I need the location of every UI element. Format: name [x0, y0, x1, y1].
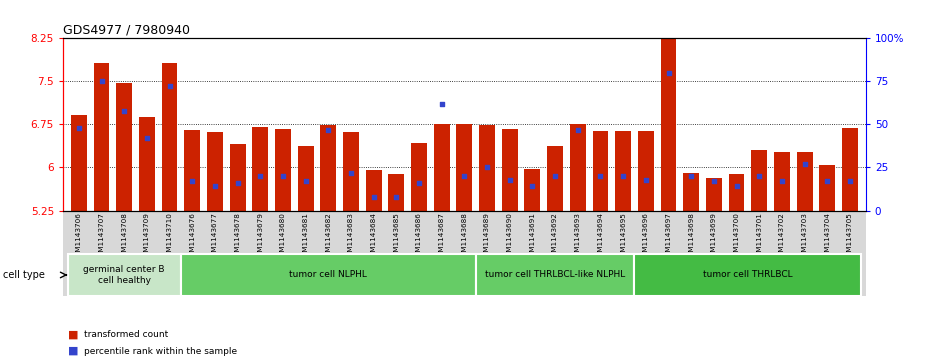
Point — [616, 173, 631, 179]
Bar — [774, 152, 790, 211]
Point — [683, 173, 698, 179]
Point — [298, 178, 313, 184]
Text: GDS4977 / 7980940: GDS4977 / 7980940 — [63, 24, 190, 37]
Bar — [139, 118, 155, 211]
Point — [820, 178, 834, 184]
Bar — [479, 126, 495, 211]
Point — [207, 183, 222, 189]
Bar — [729, 174, 745, 211]
Point — [117, 107, 131, 113]
Point — [412, 180, 427, 186]
Bar — [683, 173, 699, 211]
Point — [752, 173, 767, 179]
FancyBboxPatch shape — [181, 254, 476, 296]
Bar — [162, 63, 178, 211]
Bar — [524, 168, 541, 211]
Point — [525, 183, 540, 189]
Bar — [842, 129, 857, 211]
Bar — [569, 124, 586, 211]
Bar — [638, 131, 654, 211]
Point — [502, 176, 517, 182]
Bar — [71, 115, 87, 211]
Bar — [117, 83, 132, 211]
Bar — [706, 178, 721, 211]
Bar — [433, 124, 450, 211]
Point — [457, 173, 472, 179]
Bar — [547, 146, 563, 211]
Bar — [615, 131, 632, 211]
Bar — [207, 132, 223, 211]
Bar — [388, 174, 405, 211]
Point — [547, 173, 562, 179]
Point — [707, 178, 721, 184]
Point — [321, 127, 336, 132]
Text: cell type: cell type — [3, 270, 44, 280]
Bar — [366, 170, 382, 211]
Point — [185, 178, 200, 184]
Bar — [411, 143, 427, 211]
Text: ■: ■ — [68, 346, 78, 356]
Point — [661, 70, 676, 76]
Point — [71, 125, 86, 131]
Bar — [502, 129, 518, 211]
Bar — [275, 129, 291, 211]
Bar — [94, 63, 109, 211]
Point — [367, 194, 382, 200]
Text: transformed count: transformed count — [84, 330, 169, 339]
Text: tumor cell THRLBCL-like NLPHL: tumor cell THRLBCL-like NLPHL — [485, 270, 625, 280]
Point — [344, 170, 358, 176]
Bar — [593, 131, 608, 211]
Bar — [343, 132, 359, 211]
Bar — [796, 152, 812, 211]
Point — [253, 173, 268, 179]
Point — [570, 127, 585, 132]
Point — [162, 83, 177, 89]
Bar — [751, 150, 767, 211]
Bar — [297, 146, 314, 211]
Point — [480, 164, 494, 170]
Bar — [230, 144, 245, 211]
Text: tumor cell NLPHL: tumor cell NLPHL — [290, 270, 368, 280]
Bar — [320, 126, 336, 211]
Point — [729, 183, 744, 189]
FancyBboxPatch shape — [634, 254, 861, 296]
Point — [276, 173, 291, 179]
FancyBboxPatch shape — [476, 254, 634, 296]
Point — [231, 180, 245, 186]
Text: percentile rank within the sample: percentile rank within the sample — [84, 347, 237, 356]
Text: tumor cell THRLBCL: tumor cell THRLBCL — [703, 270, 793, 280]
Point — [593, 173, 607, 179]
Point — [774, 178, 789, 184]
Bar — [457, 124, 472, 211]
Bar — [660, 17, 676, 211]
Text: germinal center B
cell healthy: germinal center B cell healthy — [83, 265, 165, 285]
Point — [434, 101, 449, 107]
Point — [638, 176, 653, 182]
Point — [140, 135, 155, 141]
Bar — [184, 130, 200, 211]
FancyBboxPatch shape — [68, 254, 181, 296]
Point — [94, 78, 109, 84]
Bar — [253, 127, 269, 211]
Point — [843, 178, 857, 184]
Point — [797, 161, 812, 167]
Text: ■: ■ — [68, 329, 78, 339]
Point — [389, 194, 404, 200]
Bar — [820, 164, 835, 211]
